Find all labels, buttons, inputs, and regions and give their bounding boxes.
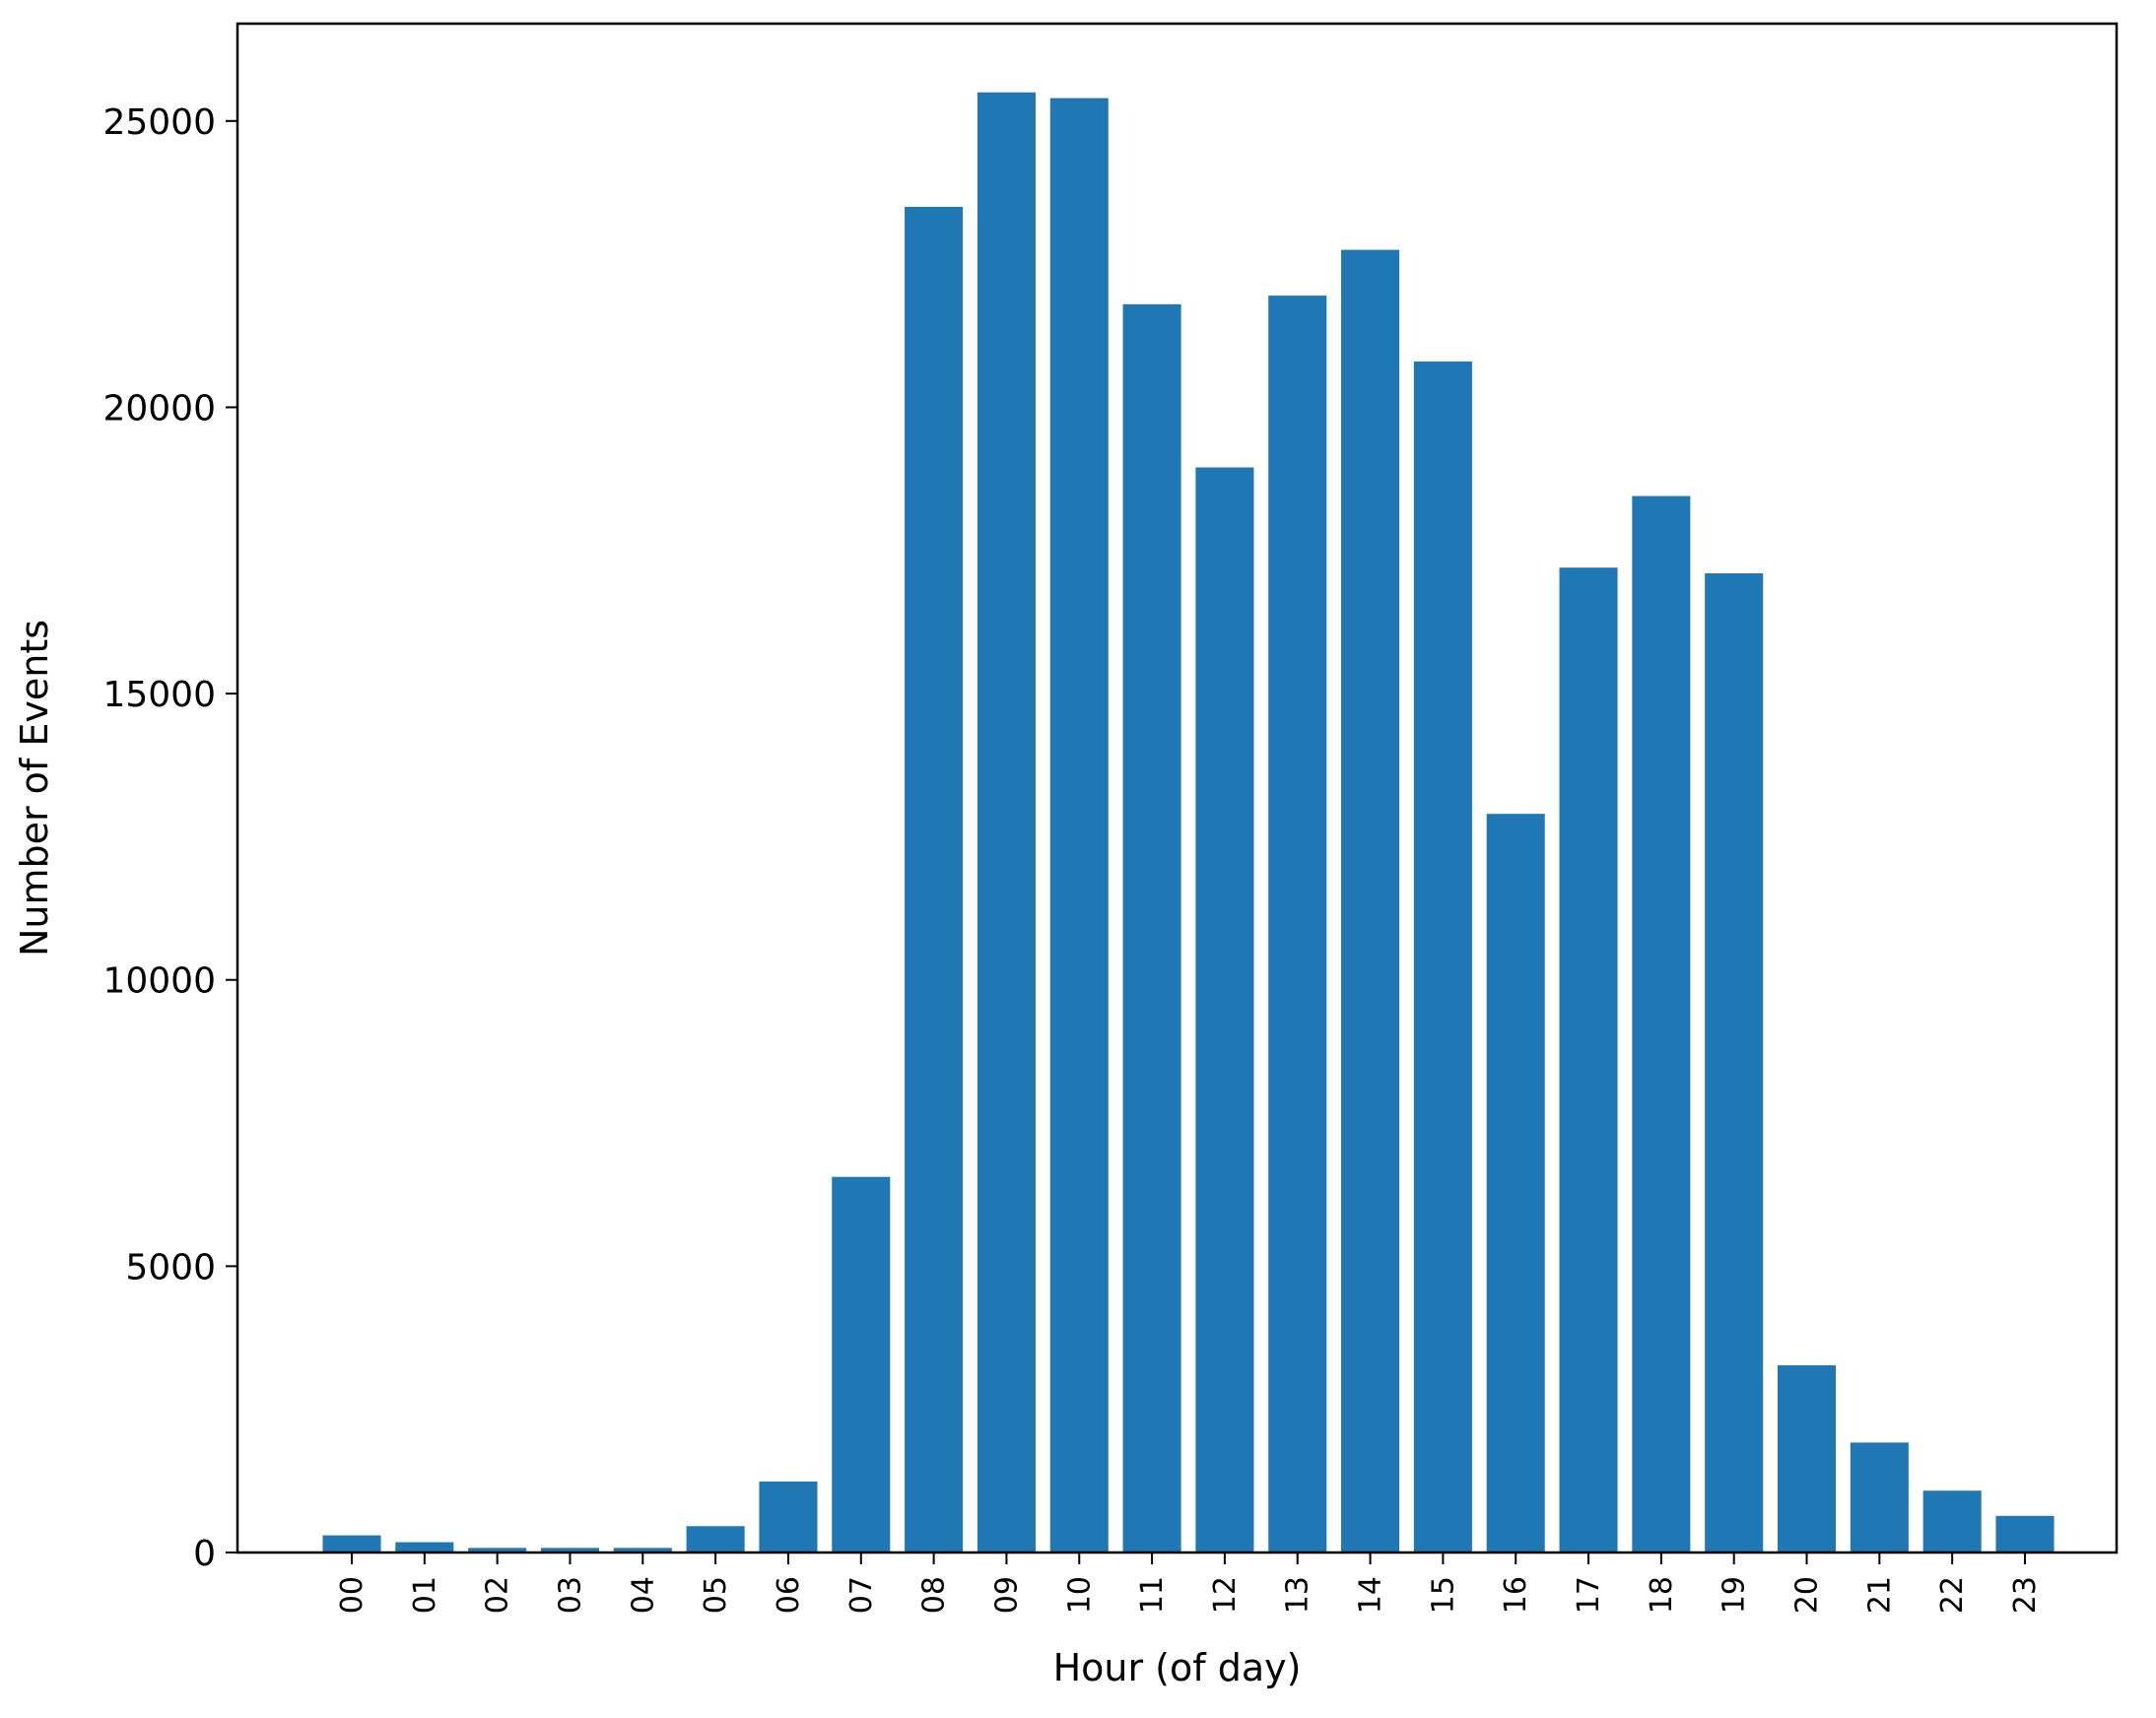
bar-07	[832, 1176, 891, 1553]
y-axis-label: Number of Events	[13, 620, 56, 957]
bar-00	[322, 1535, 381, 1553]
bar-16	[1486, 814, 1545, 1553]
x-tick-label: 12	[1208, 1576, 1243, 1614]
bar-23	[1995, 1515, 2055, 1553]
x-tick-label: 04	[626, 1576, 660, 1614]
bar-12	[1195, 467, 1254, 1553]
x-axis-ticks: 00 01 02 03 04 05 06 07 08 09 10 11 12 13 14 15 16 17 18 19…	[335, 1553, 2043, 1614]
x-tick-label: 11	[1135, 1576, 1170, 1614]
bar-01	[395, 1542, 454, 1553]
x-tick-label: 15	[1426, 1576, 1460, 1614]
bar-06	[759, 1481, 818, 1553]
bar-21	[1850, 1442, 1909, 1553]
x-tick-label: 09	[989, 1576, 1024, 1614]
bar-19	[1705, 573, 1764, 1553]
x-tick-label: 01	[408, 1576, 442, 1614]
x-tick-label: 19	[1718, 1576, 1752, 1614]
bar-03	[540, 1548, 600, 1553]
x-tick-label: 08	[917, 1576, 952, 1614]
x-tick-label: 21	[1862, 1576, 1897, 1614]
bar-02	[468, 1548, 527, 1553]
x-tick-label: 06	[772, 1576, 806, 1614]
y-axis-ticks: 0 5000 10000 15000 20000 25000	[102, 102, 237, 1574]
bar-17	[1559, 567, 1618, 1553]
x-tick-label: 00	[335, 1576, 370, 1614]
x-tick-label: 16	[1499, 1576, 1533, 1614]
bar-04	[613, 1548, 672, 1553]
bar-09	[977, 92, 1036, 1553]
bar-05	[686, 1526, 745, 1553]
bar-14	[1341, 249, 1400, 1553]
plot-frame	[236, 22, 2119, 1554]
bar-13	[1268, 296, 1327, 1553]
y-tick-label: 25000	[102, 102, 216, 143]
y-tick-label: 20000	[102, 388, 216, 429]
bar-11	[1122, 303, 1181, 1553]
bar-15	[1413, 361, 1472, 1553]
x-tick-label: 17	[1572, 1576, 1606, 1614]
x-tick-label: 07	[844, 1576, 879, 1614]
bar-22	[1922, 1490, 1982, 1553]
x-tick-label: 05	[699, 1576, 733, 1614]
bars-layer	[322, 92, 2055, 1553]
x-tick-label: 23	[2008, 1576, 2043, 1614]
x-tick-label: 14	[1354, 1576, 1388, 1614]
bar-10	[1049, 98, 1109, 1553]
x-tick-label: 20	[1790, 1576, 1825, 1614]
x-tick-label: 03	[553, 1576, 587, 1614]
y-tick-label: 5000	[125, 1247, 216, 1288]
x-tick-label: 18	[1645, 1576, 1679, 1614]
y-tick-label: 0	[193, 1534, 216, 1574]
x-tick-label: 10	[1062, 1576, 1097, 1614]
bar-18	[1632, 496, 1691, 1553]
x-tick-label: 13	[1281, 1576, 1315, 1614]
bar-20	[1777, 1364, 1837, 1553]
x-tick-label: 22	[1935, 1576, 1970, 1614]
y-tick-label: 10000	[102, 961, 216, 1002]
x-axis-label: Hour (of day)	[1053, 1646, 1302, 1689]
y-tick-label: 15000	[102, 675, 216, 715]
bar-08	[905, 207, 964, 1553]
x-tick-label: 02	[481, 1576, 515, 1614]
